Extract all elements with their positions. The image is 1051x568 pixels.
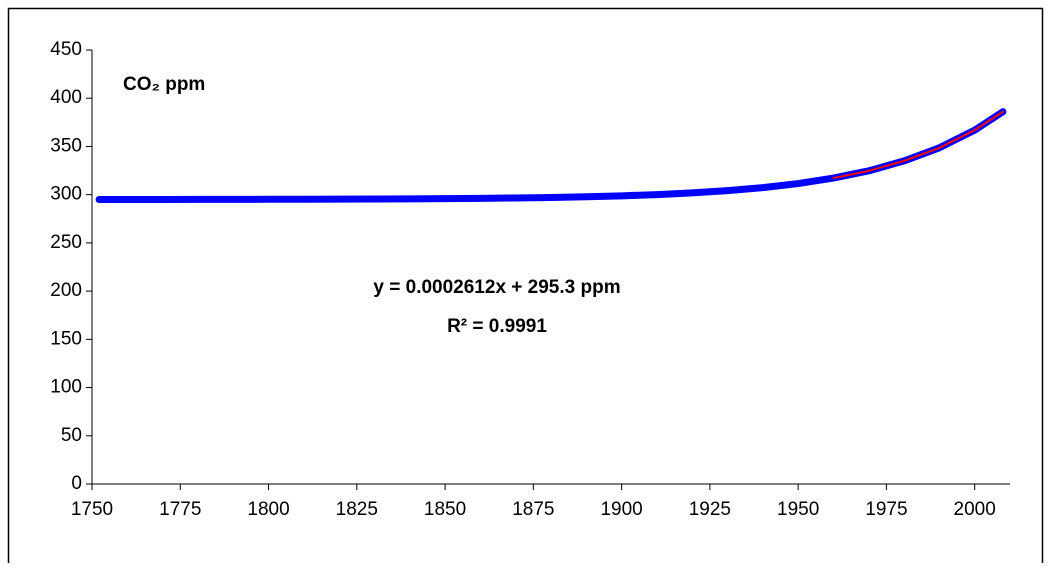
x-tick-label: 1875 bbox=[512, 499, 554, 520]
y-tick-label: 50 bbox=[61, 425, 82, 446]
x-tick-label: 1950 bbox=[777, 499, 819, 520]
fit-line bbox=[832, 110, 1004, 180]
chart-frame bbox=[7, 7, 1044, 568]
x-tick-label: 1925 bbox=[689, 499, 731, 520]
fit-equation: y = 0.0002612x + 295.3 ppm bbox=[373, 277, 620, 298]
x-tick-label: 1775 bbox=[159, 499, 201, 520]
y-tick-label: 400 bbox=[50, 87, 82, 108]
y-tick-label: 450 bbox=[50, 39, 82, 60]
x-tick-label: 1800 bbox=[247, 499, 289, 520]
y-tick-label: 300 bbox=[50, 184, 82, 205]
x-tick-label: 1750 bbox=[71, 499, 113, 520]
y-tick-label: 350 bbox=[50, 135, 82, 156]
y-tick-label: 100 bbox=[50, 377, 82, 398]
x-tick-label: 1825 bbox=[336, 499, 378, 520]
y-tick-label: 200 bbox=[50, 280, 82, 301]
x-tick-label: 1975 bbox=[865, 499, 907, 520]
r-squared: R² = 0.9991 bbox=[447, 316, 547, 337]
x-tick-label: 2000 bbox=[954, 499, 996, 520]
x-tick-label: 1850 bbox=[424, 499, 466, 520]
series-label: CO₂ ppm bbox=[123, 74, 205, 95]
y-tick-label: 150 bbox=[50, 328, 82, 349]
y-tick-label: 250 bbox=[50, 232, 82, 253]
x-tick-label: 1900 bbox=[600, 499, 642, 520]
y-tick-label: 0 bbox=[71, 473, 82, 494]
